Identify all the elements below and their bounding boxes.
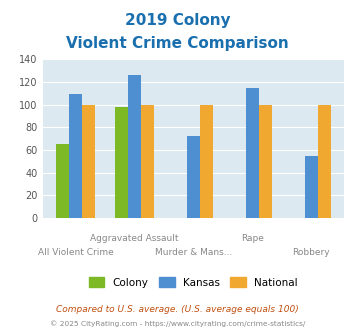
Bar — [128, 75, 141, 218]
Bar — [200, 105, 213, 218]
Text: Compared to U.S. average. (U.S. average equals 100): Compared to U.S. average. (U.S. average … — [56, 305, 299, 314]
Text: Murder & Mans...: Murder & Mans... — [155, 248, 232, 257]
Bar — [187, 136, 200, 218]
Legend: Colony, Kansas, National: Colony, Kansas, National — [85, 273, 302, 292]
Text: Rape: Rape — [241, 234, 264, 243]
Bar — [115, 107, 128, 218]
Text: 2019 Colony: 2019 Colony — [125, 13, 230, 28]
Text: All Violent Crime: All Violent Crime — [38, 248, 114, 257]
Bar — [246, 88, 259, 218]
Bar — [305, 155, 318, 218]
Bar — [56, 144, 69, 218]
Text: © 2025 CityRating.com - https://www.cityrating.com/crime-statistics/: © 2025 CityRating.com - https://www.city… — [50, 321, 305, 327]
Text: Aggravated Assault: Aggravated Assault — [91, 234, 179, 243]
Text: Robbery: Robbery — [293, 248, 330, 257]
Bar — [259, 105, 272, 218]
Bar — [82, 105, 95, 218]
Text: Violent Crime Comparison: Violent Crime Comparison — [66, 36, 289, 51]
Bar — [318, 105, 331, 218]
Bar — [141, 105, 154, 218]
Bar — [69, 94, 82, 218]
